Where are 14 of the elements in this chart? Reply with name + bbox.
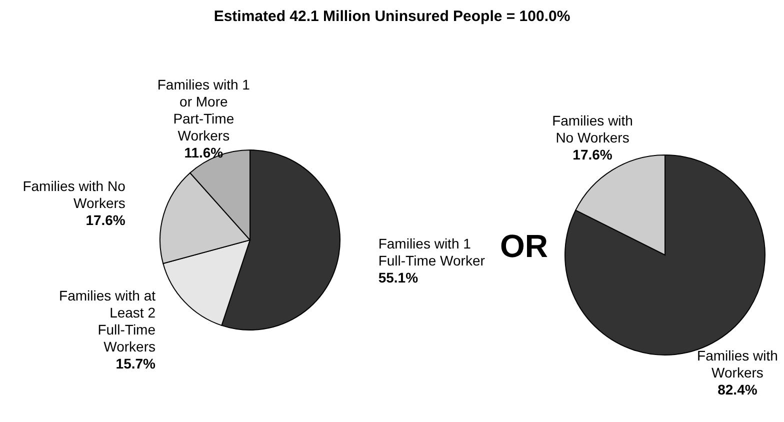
- data-label: 82.4%: [718, 381, 758, 398]
- slice-label: Families with No Workers: [22, 178, 126, 211]
- chart-title: Estimated 42.1 Million Uninsured People = 100.0%: [212, 8, 572, 25]
- slice-label: Families with No Workers: [552, 112, 633, 146]
- data-label: 17.6%: [572, 146, 613, 163]
- text: OR: [500, 228, 548, 265]
- data-label: 55.1%: [378, 270, 419, 286]
- data-label: 15.7%: [116, 355, 156, 372]
- slice-label: Families with 1 Full-Time Worker: [378, 236, 486, 269]
- slice-label: Families with Workers: [697, 347, 778, 380]
- data-label: 11.6%: [184, 144, 224, 161]
- slice-label: Families with at Least 2 Full-Time Workers: [59, 287, 156, 354]
- slice-label: Families with 1 or More Part-Time Workers: [157, 76, 250, 144]
- data-label: 17.6%: [86, 212, 126, 228]
